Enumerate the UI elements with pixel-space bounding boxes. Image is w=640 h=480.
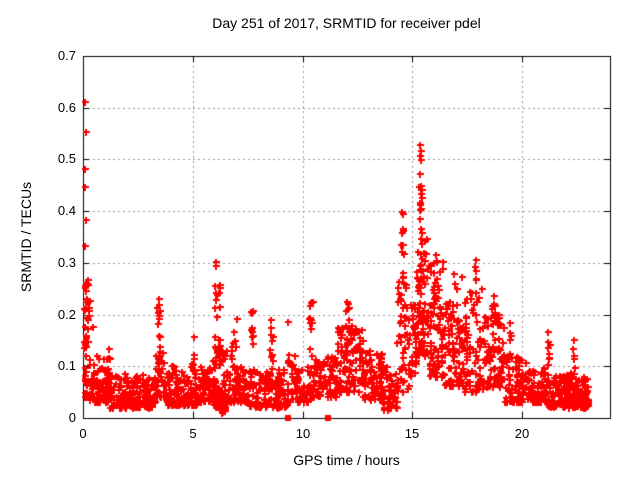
x-tick-label: 15 <box>404 426 420 441</box>
y-tick-label: 0.7 <box>57 48 76 63</box>
y-tick-label: 0.6 <box>57 100 76 115</box>
y-tick-label: 0.4 <box>57 203 76 218</box>
x-tick-label: 0 <box>79 426 87 441</box>
y-tick-label: 0.2 <box>57 307 76 322</box>
y-tick-label: 0 <box>68 410 76 425</box>
y-tick-label: 0.1 <box>57 358 76 373</box>
x-tick-label: 20 <box>514 426 530 441</box>
y-tick-label: 0.5 <box>57 151 76 166</box>
y-tick-label: 0.3 <box>57 255 76 270</box>
x-tick-label: 10 <box>295 426 311 441</box>
x-tick-label: 5 <box>189 426 197 441</box>
